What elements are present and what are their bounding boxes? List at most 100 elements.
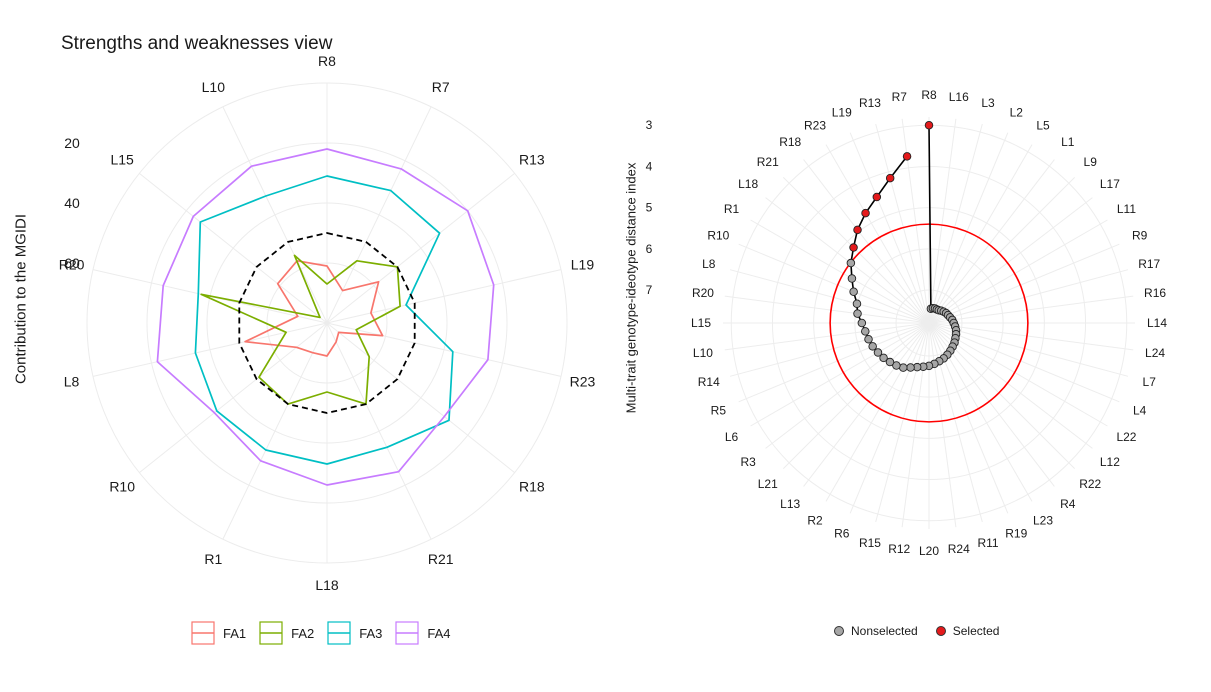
point-l10 <box>861 327 870 336</box>
point-l8 <box>852 299 862 308</box>
genotype-label-r10: R10 <box>707 229 729 243</box>
genotype-label-l7: L7 <box>1143 375 1157 389</box>
point-r7 <box>902 152 912 161</box>
genotype-label-l11: L11 <box>1117 202 1136 216</box>
spoke-l11 <box>928 219 1108 324</box>
spoke-l21 <box>782 322 930 470</box>
genotype-label-l22: L22 <box>1116 430 1136 444</box>
spoke-r10 <box>139 322 328 474</box>
category-label-l15: L15 <box>110 152 134 168</box>
genotype-label-l8: L8 <box>702 257 716 271</box>
genotype-label-r6: R6 <box>834 527 850 541</box>
genotype-label-r18: R18 <box>779 135 801 149</box>
genotype-label-l4: L4 <box>1133 403 1147 417</box>
spoke-r17 <box>928 269 1129 324</box>
spoke-l7 <box>928 322 1129 377</box>
legend-key-fa4 <box>394 620 420 646</box>
series-mean-line <box>238 232 416 414</box>
genotype-label-r11: R11 <box>977 536 998 550</box>
category-label-l19: L19 <box>571 257 595 273</box>
point-r1 <box>847 274 857 283</box>
point-r21 <box>849 243 858 252</box>
genotype-label-l9: L9 <box>1084 155 1098 169</box>
category-label-r20: R20 <box>59 257 85 273</box>
spoke-l17 <box>928 197 1093 324</box>
genotype-label-l1: L1 <box>1061 135 1075 149</box>
point-r18 <box>853 225 862 235</box>
spoke-l2 <box>928 132 1009 324</box>
point-l6 <box>873 348 883 357</box>
legend-item-selected: Selected <box>935 624 999 638</box>
legend-label-fa1: FA1 <box>223 625 247 641</box>
spoke-r11 <box>928 322 983 523</box>
genotype-label-r22: R22 <box>1079 477 1101 491</box>
category-label-r21: R21 <box>428 551 454 567</box>
legend-label-nonselected: Nonselected <box>851 624 918 638</box>
radial-tick-label-7: 7 <box>646 283 653 297</box>
legend-item-fa4: FA4 <box>394 620 451 646</box>
spoke-r14 <box>729 322 930 377</box>
series-fa1-line <box>244 259 384 357</box>
spoke-l18 <box>765 197 930 324</box>
series-fa2-line <box>200 254 401 405</box>
legend-item-fa1: FA1 <box>190 620 246 646</box>
genotype-label-r19: R19 <box>1005 527 1027 541</box>
spoke-l23 <box>928 322 1033 502</box>
spoke-l13 <box>803 322 930 487</box>
radial-tick-label-20: 20 <box>64 135 80 151</box>
spoke-l1 <box>928 159 1055 324</box>
legend-dot-nonselected <box>834 626 844 636</box>
category-label-r8: R8 <box>318 53 336 69</box>
genotype-label-r12: R12 <box>888 542 910 556</box>
genotype-label-l17: L17 <box>1100 177 1120 191</box>
cutoff-circle <box>829 223 1029 423</box>
spoke-r18 <box>326 322 515 474</box>
genotype-label-r17: R17 <box>1138 257 1160 271</box>
radial-tick-label-4: 4 <box>646 159 653 173</box>
spoke-r12 <box>901 322 930 528</box>
radial-scatter-chart: R8 L16 L3L2L5L1L9L17L11R9R17R16L14L24L7L4L… <box>646 88 1168 558</box>
genotype-label-l21: L21 <box>758 477 778 491</box>
spoke-r13 <box>326 172 515 324</box>
spoke-l19 <box>326 269 562 324</box>
spoke-l3 <box>928 123 983 324</box>
point-r6 <box>906 363 915 372</box>
spoke-r3 <box>765 322 930 449</box>
radial-tick-label-5: 5 <box>646 201 653 215</box>
legend-key-fa1 <box>190 620 216 646</box>
category-label-r10: R10 <box>109 478 135 494</box>
radial-tick-label-40: 40 <box>64 195 80 211</box>
legend-key-fa2 <box>258 620 284 646</box>
mgidi-index-panel: Multi-trait genotype-ideotype distance i… <box>610 0 1211 692</box>
category-label-r13: R13 <box>519 152 545 168</box>
point-r10 <box>849 287 858 297</box>
point-r8 <box>924 120 934 130</box>
genotype-label-r13: R13 <box>859 96 881 110</box>
genotype-label-l12: L12 <box>1100 455 1120 469</box>
spoke-r13 <box>875 123 930 324</box>
legend: Nonselected Selected <box>834 624 999 638</box>
spoke-r15 <box>875 322 930 523</box>
chart-title: Strengths and weaknesses view <box>61 33 333 54</box>
legend-label-fa4: FA4 <box>427 625 451 641</box>
point-l15 <box>857 318 867 328</box>
spoke-r9 <box>928 243 1120 324</box>
spoke-r21 <box>326 322 432 540</box>
spoke-r1 <box>222 322 328 540</box>
radar-chart: R8 R7 R13 L19 R23 R18 R21 L18 R1 R10 L8 R20 L15 L10 20… <box>59 53 596 593</box>
category-label-r23: R23 <box>570 373 596 389</box>
genotype-label-l15: L15 <box>691 316 711 330</box>
spoke-r16 <box>928 295 1134 324</box>
spoke-r20 <box>724 295 930 324</box>
genotype-label-r2: R2 <box>807 513 823 527</box>
genotype-label-r8: R8 <box>921 88 937 102</box>
legend-item-fa2: FA2 <box>258 620 314 646</box>
spoke-l6 <box>750 322 930 427</box>
legend-key-fa3 <box>326 620 352 646</box>
genotype-label-r14: R14 <box>698 375 720 389</box>
spoke-l4 <box>928 322 1120 403</box>
point-l19 <box>872 192 882 202</box>
genotype-label-l19: L19 <box>832 105 852 119</box>
legend-item-fa3: FA3 <box>326 620 382 646</box>
genotype-label-l5: L5 <box>1036 119 1050 133</box>
